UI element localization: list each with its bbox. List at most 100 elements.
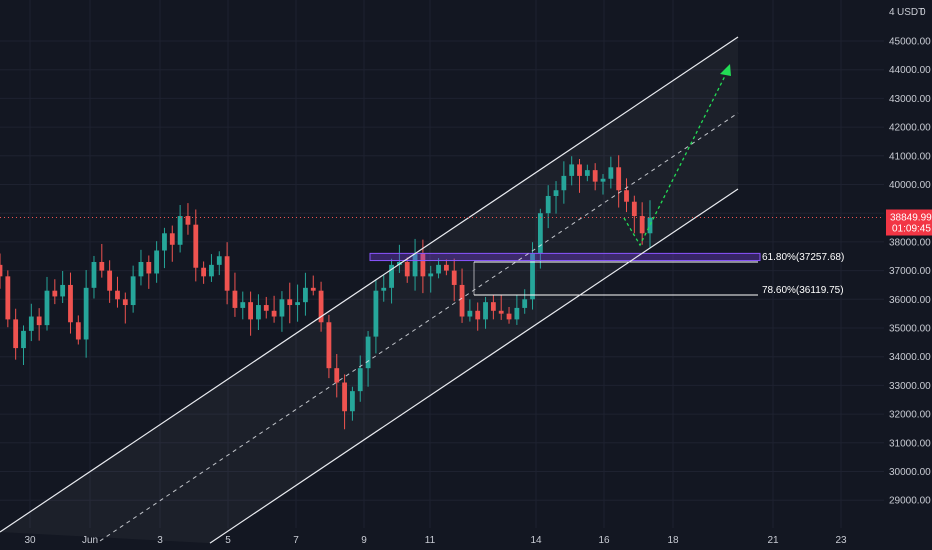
candle-body (36, 316, 42, 326)
candle-body (115, 290, 120, 300)
y-tick-label: 40000.00 (889, 180, 931, 191)
candle-body (342, 382, 347, 412)
y-tick-label: 43000.00 (889, 94, 931, 105)
candle-body (279, 299, 285, 317)
candle-body (201, 267, 207, 277)
candle-body (451, 270, 457, 285)
y-tick-label: 31000.00 (889, 438, 931, 449)
candle-body (209, 264, 214, 277)
candle-body (271, 310, 277, 317)
y-tick-label: 37000.00 (889, 266, 931, 277)
candle-body (514, 307, 520, 320)
fib-labels: 61.80%(37257.68) 78.60%(36119.75) (762, 252, 844, 296)
candle-body (107, 270, 113, 291)
candle-body (365, 336, 371, 369)
y-tick-label: 42000.00 (889, 123, 931, 134)
y-tick-label: 29000.00 (889, 496, 931, 507)
candle-body (443, 264, 449, 271)
candle-body (624, 190, 629, 202)
candle-body (295, 302, 300, 306)
candle-body (350, 391, 355, 412)
candle-body (138, 261, 144, 277)
candle-body (68, 284, 73, 323)
x-tick-label: 5 (225, 535, 231, 546)
y-tick-label: 34000.00 (889, 352, 931, 363)
candle-body (616, 167, 622, 191)
candle-body (404, 261, 410, 277)
candle-body (146, 261, 152, 274)
candle-body (232, 290, 238, 308)
candle-body (0, 264, 3, 277)
candle-body (459, 284, 465, 317)
price-badge-value: 38849.99 (890, 213, 932, 224)
y-tick-label: 36000.00 (889, 295, 931, 306)
candle-body (91, 261, 97, 288)
time-axis[interactable]: 30 Jun 3 5 7 9 11 14 16 18 21 23 (24, 535, 847, 546)
candle-body (60, 284, 66, 297)
currency-menu-icon[interactable]: 0 (920, 7, 926, 18)
candle-body (631, 201, 637, 217)
candle-body (21, 330, 26, 349)
projection-arrowhead (720, 64, 731, 76)
y-tick-label: 32000.00 (889, 410, 931, 421)
candle-body (130, 276, 136, 306)
candle-body (389, 264, 394, 288)
candle-body (428, 273, 434, 277)
candle-body (412, 253, 418, 277)
candle-body (162, 233, 167, 251)
candle-body (545, 195, 551, 214)
channel-fill (0, 37, 738, 544)
candle-body (248, 302, 254, 320)
x-tick-label: 16 (598, 535, 610, 546)
candle-body (154, 250, 160, 274)
candle-body (577, 164, 582, 176)
candle-body (530, 253, 535, 300)
candle-body (169, 233, 175, 245)
candle-body (522, 299, 528, 308)
candle-body (584, 170, 590, 176)
candle-body (99, 261, 105, 271)
price-axis[interactable]: 45000.00 44000.00 43000.00 42000.00 41000.00… (889, 37, 931, 507)
candle-body (326, 322, 332, 369)
candle-body (357, 368, 363, 392)
candle-series (0, 155, 653, 430)
candle-body (506, 313, 512, 320)
x-tick-label: 9 (361, 535, 367, 546)
candle-body (5, 276, 11, 320)
candle-body (608, 167, 614, 179)
candle-body (600, 178, 606, 182)
candle-body (216, 256, 222, 265)
candle-body (256, 305, 261, 320)
currency-label: 4 USDT 0 (889, 7, 926, 18)
projection-path (623, 65, 731, 247)
drawing-overlays[interactable] (0, 36, 884, 544)
candle-body (373, 290, 379, 337)
candle-body (569, 164, 575, 176)
candle-body (592, 170, 598, 182)
candle-body (318, 290, 324, 323)
candle-body (13, 319, 19, 349)
candle-body (177, 216, 183, 245)
candle-body (122, 299, 128, 306)
y-tick-label: 38000.00 (889, 237, 931, 248)
y-tick-label: 30000.00 (889, 467, 931, 478)
candle-body (537, 213, 543, 254)
support-zone (369, 252, 761, 262)
candle-body (28, 316, 34, 331)
candle-body (185, 216, 191, 225)
candle-body (224, 256, 230, 291)
candle-body (436, 264, 441, 274)
candle-body (561, 175, 567, 191)
candle-body (467, 310, 473, 317)
candle-body (310, 287, 316, 291)
candle-body (498, 310, 504, 314)
candle-body (75, 322, 81, 340)
currency-unit: USDT (897, 7, 924, 18)
x-tick-label: 18 (667, 535, 679, 546)
x-tick-label: 23 (835, 535, 847, 546)
price-badge-bg (886, 209, 932, 236)
candle-body (303, 287, 308, 303)
y-tick-label: 35000.00 (889, 324, 931, 335)
candle-body (381, 287, 387, 291)
